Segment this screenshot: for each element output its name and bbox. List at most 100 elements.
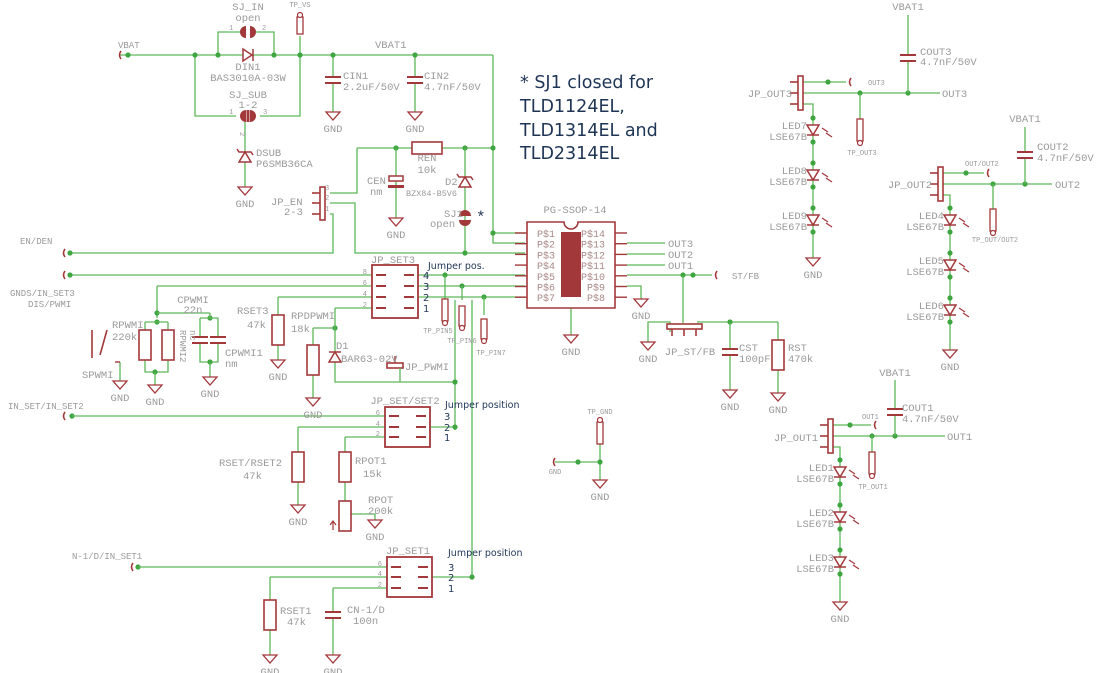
port-icon [62,248,66,258]
ic-pin-label: P$6 [537,283,555,295]
switch-lever [99,329,108,356]
junction-dot [837,481,843,487]
label: 1 [229,109,233,117]
ic-pin-label: P$10 [581,272,605,284]
arrow [962,267,970,273]
arrow [821,127,829,133]
test-point-icon [480,318,488,345]
label: 47k [287,617,306,629]
diode-triangle [942,304,958,317]
block-body [371,264,419,319]
led-icon [942,259,958,272]
cap-gap [900,55,916,61]
gnd-label: GND [721,402,740,414]
label: JP_ST/FB [665,347,715,359]
junction-dot [947,205,953,211]
label: JP_EN [271,197,303,209]
label: P6SMB36CA [256,159,313,171]
ground-icon [639,341,657,351]
rpwmi2-resistor-icon [161,329,175,361]
led-icon [832,466,848,479]
label: OUT3 [868,80,885,88]
light-arrows-icon [848,559,860,570]
test-point-icon [296,11,304,35]
gnd-symbol [831,601,849,611]
out2-header-icon [930,166,944,202]
jumper-position: 2 [444,423,450,434]
label: D1 [336,341,349,353]
rpwmi-resistor-icon [138,329,152,361]
cpwmi1-capacitor-icon [210,336,226,344]
junction-dot [490,145,496,151]
cap-gap [722,349,738,355]
label: VBAT1 [892,2,924,14]
label: 1 [325,206,329,214]
gnd-symbol [387,217,405,227]
cpwmi-capacitor-icon [192,336,208,344]
led-icon [942,214,958,227]
gnd-label: GND [201,389,220,401]
tp-body [868,451,876,475]
ground-icon [201,376,219,386]
sj-half [250,26,256,38]
label: TP_PIN6 [447,338,476,346]
label: LSE67B [769,222,807,234]
gnd-label: GND [304,410,323,422]
label: 220k [112,332,137,344]
ground-icon [591,479,609,489]
sj-mid [246,110,250,122]
label: SJ_SUB [229,90,267,102]
label: DIS/PWMI [28,300,71,310]
ground-icon [562,334,580,344]
junction-dot [271,52,277,58]
jumper-position: 2 [448,573,454,584]
label: 2 [376,431,380,439]
label: LED3 [809,553,834,565]
label: open [235,13,260,25]
label: JP_SET1 [386,546,430,558]
junction-dot [597,459,603,465]
junction-dot [215,52,221,58]
jp-set3-icon [371,264,419,319]
d2-zener-icon [456,173,474,188]
header-body [666,323,703,330]
light-arrows-icon [848,514,860,525]
arrow [821,172,829,178]
label: TP_PIN7 [476,350,505,358]
arrow [852,564,860,570]
led-icon [832,511,848,524]
light-arrows-icon [848,469,860,480]
ic-exposed-pad [561,232,581,297]
wire [217,31,240,55]
arrow [962,312,970,318]
label: CST [739,343,758,355]
junction-dot [67,250,73,256]
label: 2 [237,132,245,136]
jumper-note: Jumper position [444,400,520,411]
wire [334,308,455,383]
arrow [848,514,856,520]
label: LSE67B [906,267,944,279]
wire [260,55,301,117]
tp-ring [296,11,304,19]
arrow [848,469,856,475]
label: CIN1 [343,71,368,83]
diode-triangle [942,214,958,227]
label: RPDPWMI [291,311,335,323]
ground-icon [236,186,254,196]
gnd-symbol [261,654,279,664]
arrow [825,177,833,183]
label: COUT2 [1037,142,1069,154]
junction-dot [825,79,831,85]
ground-icon [632,298,650,308]
junction-dot [963,170,969,176]
ic-pin-label: P$13 [581,240,605,252]
label: 2 [378,582,382,590]
label: 47k [247,320,266,332]
ground-icon [261,654,279,664]
label: 100n [353,616,378,628]
light-arrows-icon [821,172,833,183]
sj1-icon [459,210,471,226]
label: OUT2 [668,250,693,262]
